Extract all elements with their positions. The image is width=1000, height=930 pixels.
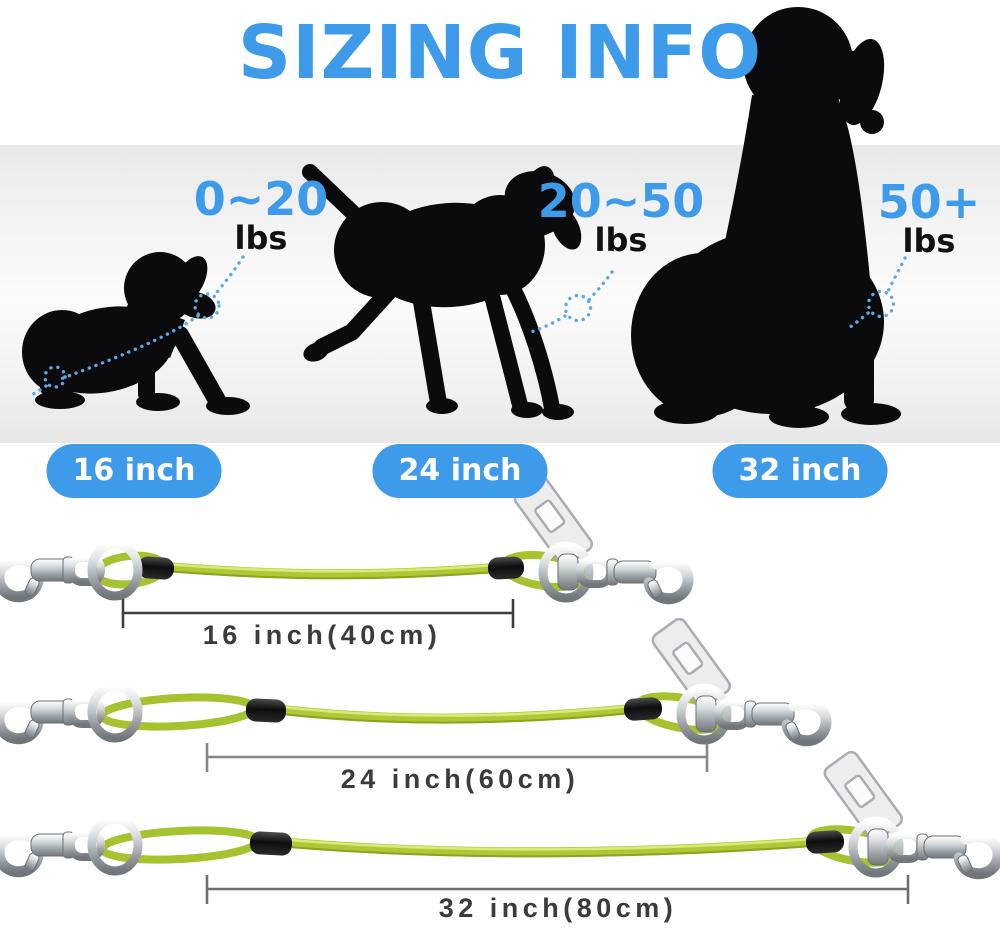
cable-24-inch-image xyxy=(0,616,826,772)
dotted-arrow-large-dog xyxy=(844,256,907,332)
dotted-arrow-medium-dog xyxy=(526,270,614,335)
weight-group-large: 50+ lbs xyxy=(834,179,1000,257)
small-dog-silhouette xyxy=(22,252,250,415)
weight-unit-large: lbs xyxy=(902,222,956,260)
dimension-line-16-inch xyxy=(121,599,515,628)
weight-group-medium: 20~50 lbs xyxy=(526,178,716,256)
dotted-arrow-small-dog xyxy=(28,255,245,398)
weight-range-large: 50+ xyxy=(877,175,981,229)
cable-length-label-24-inch: 24 inch(60cm) xyxy=(340,764,580,794)
size-button-32-inch[interactable]: 32 inch xyxy=(712,444,888,498)
cable-16-inch-image xyxy=(0,474,688,628)
dimension-line-32-inch xyxy=(205,875,910,904)
dimension-line-24-inch xyxy=(205,743,709,772)
page-title: SIZING INFO xyxy=(237,10,763,96)
weight-unit-small: lbs xyxy=(234,219,288,257)
weight-range-small: 0~20 xyxy=(193,172,329,226)
weight-group-small: 0~20 lbs xyxy=(166,176,356,254)
medium-dog-silhouette xyxy=(302,164,582,420)
large-dog-silhouette xyxy=(631,7,901,428)
weight-range-medium: 20~50 xyxy=(537,174,705,228)
cable-length-label-32-inch: 32 inch(80cm) xyxy=(438,893,678,923)
size-button-24-inch[interactable]: 24 inch xyxy=(372,444,548,498)
cable-length-label-16-inch: 16 inch(40cm) xyxy=(202,620,442,650)
cable-32-inch-image xyxy=(0,749,998,904)
size-button-16-inch[interactable]: 16 inch xyxy=(46,444,222,498)
weight-unit-medium: lbs xyxy=(594,221,648,259)
